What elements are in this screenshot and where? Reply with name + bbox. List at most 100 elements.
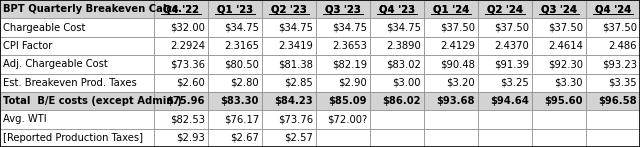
Bar	[316, 55, 370, 74]
Bar	[0, 55, 154, 74]
Text: Q1 '23: Q1 '23	[217, 4, 253, 14]
Bar	[154, 18, 208, 37]
Bar	[316, 0, 370, 18]
Bar	[586, 37, 640, 55]
Bar	[370, 0, 424, 18]
Text: Q3 '23: Q3 '23	[325, 4, 361, 14]
Text: Est. Breakeven Prod. Taxes: Est. Breakeven Prod. Taxes	[3, 78, 137, 88]
Bar	[154, 0, 208, 18]
Bar	[532, 37, 586, 55]
Text: $2.67: $2.67	[230, 133, 259, 143]
Text: Avg. WTI: Avg. WTI	[3, 114, 47, 125]
Bar	[370, 37, 424, 55]
Bar	[424, 129, 478, 147]
Bar	[208, 37, 262, 55]
Text: [Reported Production Taxes]: [Reported Production Taxes]	[3, 133, 143, 143]
Text: $3.30: $3.30	[554, 78, 583, 88]
Bar	[478, 37, 532, 55]
Bar	[208, 55, 262, 74]
Bar	[586, 74, 640, 92]
Text: $32.00: $32.00	[170, 22, 205, 33]
Text: 2.3419: 2.3419	[278, 41, 313, 51]
Text: $2.57: $2.57	[284, 133, 313, 143]
Bar	[0, 129, 154, 147]
Text: $85.09: $85.09	[328, 96, 367, 106]
Text: $2.93: $2.93	[176, 133, 205, 143]
Text: $91.39: $91.39	[494, 59, 529, 69]
Bar	[532, 0, 586, 18]
Text: Q2 '23: Q2 '23	[271, 4, 307, 14]
Bar	[586, 18, 640, 37]
Text: $34.75: $34.75	[224, 22, 259, 33]
Bar	[262, 0, 316, 18]
Text: $37.50: $37.50	[494, 22, 529, 33]
Text: Q3 '24: Q3 '24	[541, 4, 577, 14]
Text: 2.3165: 2.3165	[224, 41, 259, 51]
Bar	[154, 37, 208, 55]
Text: $37.50: $37.50	[602, 22, 637, 33]
Bar	[316, 110, 370, 129]
Text: $73.76: $73.76	[278, 114, 313, 125]
Bar	[478, 92, 532, 110]
Bar	[424, 18, 478, 37]
Bar	[0, 37, 154, 55]
Bar	[316, 37, 370, 55]
Text: Q4 '22: Q4 '22	[163, 4, 199, 14]
Bar	[424, 74, 478, 92]
Text: Chargeable Cost: Chargeable Cost	[3, 22, 85, 33]
Bar	[478, 110, 532, 129]
Bar	[0, 92, 154, 110]
Bar	[532, 55, 586, 74]
Text: $80.50: $80.50	[224, 59, 259, 69]
Text: $2.80: $2.80	[230, 78, 259, 88]
Bar	[0, 74, 154, 92]
Text: $90.48: $90.48	[440, 59, 475, 69]
Text: Q3 '23: Q3 '23	[325, 4, 361, 14]
Text: $93.23: $93.23	[602, 59, 637, 69]
Bar	[208, 92, 262, 110]
Bar	[208, 110, 262, 129]
Bar	[370, 110, 424, 129]
Text: Q1 '24: Q1 '24	[433, 4, 469, 14]
Text: 2.3890: 2.3890	[387, 41, 421, 51]
Bar	[154, 92, 208, 110]
Bar	[208, 74, 262, 92]
Text: $3.35: $3.35	[609, 78, 637, 88]
Bar	[424, 37, 478, 55]
Bar	[478, 0, 532, 18]
Bar	[586, 110, 640, 129]
Bar	[370, 129, 424, 147]
Text: 2.4129: 2.4129	[440, 41, 475, 51]
Text: Q4 '24: Q4 '24	[595, 4, 631, 14]
Bar	[262, 129, 316, 147]
Text: $76.17: $76.17	[224, 114, 259, 125]
Text: $3.20: $3.20	[446, 78, 475, 88]
Text: $75.96: $75.96	[166, 96, 205, 106]
Text: 2.3653: 2.3653	[332, 41, 367, 51]
Bar	[586, 55, 640, 74]
Bar	[316, 129, 370, 147]
Bar	[586, 129, 640, 147]
Text: $73.36: $73.36	[170, 59, 205, 69]
Text: Q1 '23: Q1 '23	[217, 4, 253, 14]
Bar	[208, 18, 262, 37]
Text: $96.58: $96.58	[598, 96, 637, 106]
Bar	[0, 110, 154, 129]
Bar	[154, 129, 208, 147]
Bar	[262, 18, 316, 37]
Text: $37.50: $37.50	[440, 22, 475, 33]
Text: $82.19: $82.19	[332, 59, 367, 69]
Text: $94.64: $94.64	[490, 96, 529, 106]
Bar	[208, 129, 262, 147]
Bar	[262, 37, 316, 55]
Text: $34.75: $34.75	[278, 22, 313, 33]
Text: 2.4370: 2.4370	[494, 41, 529, 51]
Bar	[532, 129, 586, 147]
Text: 2.486: 2.486	[609, 41, 637, 51]
Text: $84.23: $84.23	[275, 96, 313, 106]
Text: Adj. Chargeable Cost: Adj. Chargeable Cost	[3, 59, 108, 69]
Text: Q3 '24: Q3 '24	[541, 4, 577, 14]
Bar	[370, 18, 424, 37]
Text: BPT Quarterly Breakeven Calcs.: BPT Quarterly Breakeven Calcs.	[3, 4, 182, 14]
Bar	[208, 0, 262, 18]
